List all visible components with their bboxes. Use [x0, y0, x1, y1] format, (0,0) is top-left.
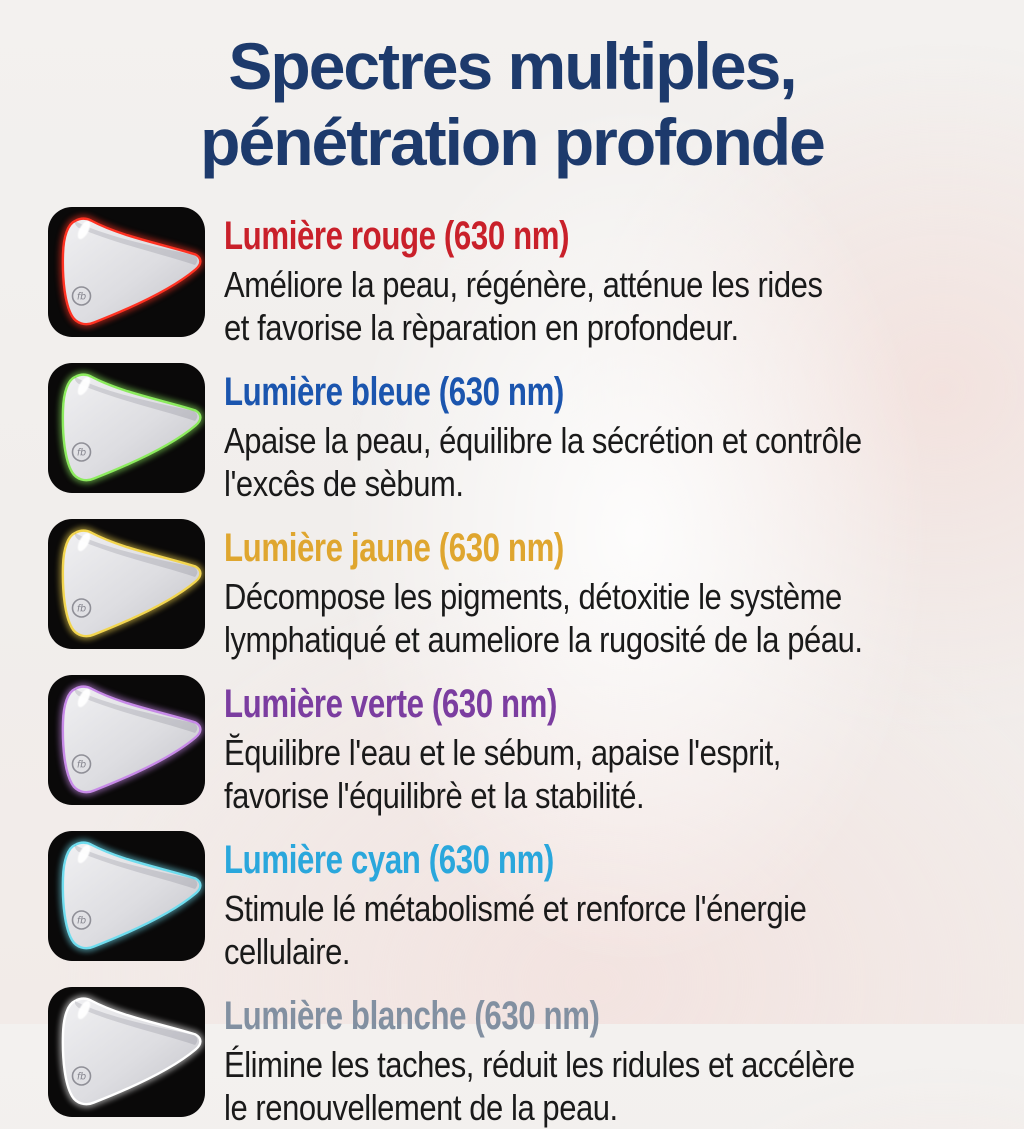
row-description-verte: Ĕquilibre l'eau et le sébum, apaise l'es…	[224, 731, 1024, 817]
light-row-text-bleue: Lumière bleue (630 nm) Apaise la peau, éq…	[224, 363, 1024, 505]
mask-inner-lip	[74, 533, 198, 577]
light-row-text-jaune: Lumière jaune (630 nm) Décompose les pigm…	[224, 519, 1024, 661]
highlight-sliver	[77, 220, 91, 240]
row-description-rouge: Améliore la peau, régénère, atténue les …	[224, 263, 1024, 349]
row-description-line: Stimule lé métabolismé et renforce l'éne…	[224, 888, 807, 929]
row-description-line: le renouvellement de la peau.	[224, 1087, 618, 1128]
light-row-text-blanche: Lumière blanche (630 nm) Élimine les tach…	[224, 987, 1024, 1129]
row-description-blanche: Élimine les taches, réduit les ridules e…	[224, 1043, 1024, 1129]
logo-monogram: fb	[77, 760, 86, 771]
light-row-bleue: fb Lumière bleue (630 nm) Apaise la peau,…	[48, 363, 1024, 505]
mask-shape	[61, 529, 202, 638]
page-title: Spectres multiples, pénétration profonde	[0, 28, 1024, 180]
row-heading-rouge: Lumière rouge (630 nm)	[224, 214, 570, 258]
mask-thumbnail-graphic: fb	[59, 683, 204, 796]
row-description-line: Élimine les taches, réduit les ridules e…	[224, 1044, 855, 1085]
row-description-line: Améliore la peau, régénère, atténue les …	[224, 264, 823, 305]
highlight-sliver	[77, 532, 91, 552]
light-row-text-cyan: Lumière cyan (630 nm) Stimule lé métaboli…	[224, 831, 1024, 973]
mask-inner-lip	[74, 689, 198, 733]
light-row-blanche: fb Lumière blanche (630 nm) Élimine les t…	[48, 987, 1024, 1129]
row-description-line: lymphatiqué et aumeliore la rugosité de …	[224, 619, 863, 660]
highlight-sliver	[77, 1000, 91, 1020]
mask-thumbnail-bleue: fb	[48, 363, 205, 493]
logo-monogram: fb	[77, 916, 86, 927]
logo-badge-icon	[71, 286, 92, 306]
mask-thumbnail-blanche: fb	[48, 987, 205, 1117]
light-row-cyan: fb Lumière cyan (630 nm) Stimule lé métab…	[48, 831, 1024, 973]
row-heading-verte: Lumière verte (630 nm)	[224, 682, 558, 726]
highlight-sliver	[77, 844, 91, 864]
logo-badge-icon	[71, 754, 92, 774]
logo-monogram: fb	[77, 448, 86, 459]
logo-monogram: fb	[77, 604, 86, 615]
mask-shape	[61, 841, 202, 950]
mask-inner-lip	[74, 845, 198, 889]
row-heading-cyan: Lumière cyan (630 nm)	[224, 838, 554, 882]
light-row-text-rouge: Lumière rouge (630 nm) Améliore la peau, …	[224, 207, 1024, 349]
row-heading-bleue: Lumière bleue (630 nm)	[224, 370, 564, 414]
highlight-sliver	[77, 688, 91, 708]
page-title-line2: pénétration profonde	[200, 105, 826, 179]
light-row-jaune: fb Lumière jaune (630 nm) Décompose les p…	[48, 519, 1024, 661]
mask-thumbnail-cyan: fb	[48, 831, 205, 961]
mask-thumbnail-graphic: fb	[59, 215, 204, 328]
mask-shape	[61, 373, 202, 482]
mask-thumbnail-verte: fb	[48, 675, 205, 805]
row-heading-jaune: Lumière jaune (630 nm)	[224, 526, 564, 570]
logo-badge-icon	[71, 910, 92, 930]
mask-thumbnail-graphic: fb	[59, 371, 204, 484]
light-row-text-verte: Lumière verte (630 nm) Ĕquilibre l'eau et…	[224, 675, 1024, 817]
row-description-line: Apaise la peau, équilibre la sécrétion e…	[224, 420, 862, 461]
mask-shape	[61, 685, 202, 794]
mask-thumbnail-graphic: fb	[59, 839, 204, 952]
light-row-rouge: fb Lumière rouge (630 nm) Améliore la pea…	[48, 207, 1024, 349]
row-description-cyan: Stimule lé métabolismé et renforce l'éne…	[224, 887, 1024, 973]
logo-badge-icon	[71, 442, 92, 462]
row-description-line: et favorise la rèparation en profondeur.	[224, 307, 739, 348]
row-description-line: Ĕquilibre l'eau et le sébum, apaise l'es…	[224, 732, 781, 773]
light-rows: fb Lumière rouge (630 nm) Améliore la pea…	[48, 207, 1024, 1129]
mask-inner-lip	[74, 221, 198, 265]
logo-badge-icon	[71, 598, 92, 618]
mask-thumbnail-graphic: fb	[59, 527, 204, 640]
logo-monogram: fb	[77, 1072, 86, 1083]
logo-monogram: fb	[77, 292, 86, 303]
mask-thumbnail-jaune: fb	[48, 519, 205, 649]
page-title-line1: Spectres multiples,	[228, 29, 797, 103]
mask-thumbnail-rouge: fb	[48, 207, 205, 337]
row-description-bleue: Apaise la peau, équilibre la sécrétion e…	[224, 419, 1024, 505]
row-description-line: favorise l'équilibrè et la stabilité.	[224, 775, 645, 816]
row-description-line: Décompose les pigments, détoxitie le sys…	[224, 576, 842, 617]
mask-thumbnail-graphic: fb	[59, 995, 204, 1108]
row-description-line: l'excês de sèbum.	[224, 463, 464, 504]
mask-inner-lip	[74, 377, 198, 421]
highlight-sliver	[77, 376, 91, 396]
mask-shape	[61, 217, 202, 326]
row-description-line: cellulaire.	[224, 931, 351, 972]
light-row-verte: fb Lumière verte (630 nm) Ĕquilibre l'eau…	[48, 675, 1024, 817]
row-description-jaune: Décompose les pigments, détoxitie le sys…	[224, 575, 1024, 661]
row-heading-blanche: Lumière blanche (630 nm)	[224, 994, 600, 1038]
